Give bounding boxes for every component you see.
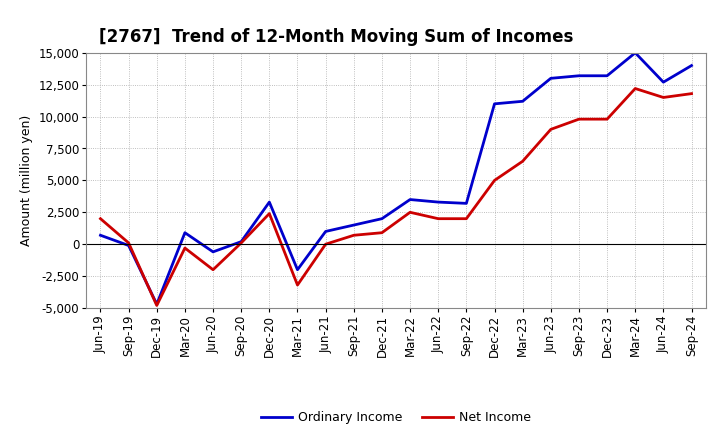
Ordinary Income	[546, 76, 555, 81]
Net Income	[293, 282, 302, 288]
Ordinary Income	[406, 197, 415, 202]
Net Income	[181, 246, 189, 251]
Net Income	[96, 216, 105, 221]
Ordinary Income	[181, 230, 189, 235]
Ordinary Income	[659, 80, 667, 85]
Net Income	[462, 216, 471, 221]
Ordinary Income	[349, 222, 358, 228]
Net Income	[546, 127, 555, 132]
Net Income	[490, 178, 499, 183]
Ordinary Income	[575, 73, 583, 78]
Line: Net Income: Net Income	[101, 88, 691, 305]
Ordinary Income	[293, 267, 302, 272]
Ordinary Income	[377, 216, 386, 221]
Net Income	[321, 242, 330, 247]
Net Income	[659, 95, 667, 100]
Net Income	[518, 159, 527, 164]
Ordinary Income	[631, 50, 639, 55]
Net Income	[377, 230, 386, 235]
Ordinary Income	[265, 199, 274, 205]
Net Income	[603, 117, 611, 122]
Ordinary Income	[237, 239, 246, 244]
Ordinary Income	[490, 101, 499, 106]
Legend: Ordinary Income, Net Income: Ordinary Income, Net Income	[256, 407, 536, 429]
Ordinary Income	[462, 201, 471, 206]
Net Income	[209, 267, 217, 272]
Net Income	[349, 233, 358, 238]
Ordinary Income	[687, 63, 696, 68]
Net Income	[125, 240, 133, 246]
Line: Ordinary Income: Ordinary Income	[101, 53, 691, 304]
Net Income	[406, 210, 415, 215]
Net Income	[434, 216, 443, 221]
Net Income	[575, 117, 583, 122]
Net Income	[237, 240, 246, 246]
Ordinary Income	[603, 73, 611, 78]
Net Income	[153, 303, 161, 308]
Ordinary Income	[96, 233, 105, 238]
Text: [2767]  Trend of 12-Month Moving Sum of Incomes: [2767] Trend of 12-Month Moving Sum of I…	[99, 28, 573, 46]
Ordinary Income	[321, 229, 330, 234]
Net Income	[687, 91, 696, 96]
Ordinary Income	[125, 243, 133, 248]
Net Income	[631, 86, 639, 91]
Ordinary Income	[434, 199, 443, 205]
Net Income	[265, 211, 274, 216]
Ordinary Income	[518, 99, 527, 104]
Ordinary Income	[153, 301, 161, 307]
Y-axis label: Amount (million yen): Amount (million yen)	[20, 115, 33, 246]
Ordinary Income	[209, 249, 217, 254]
